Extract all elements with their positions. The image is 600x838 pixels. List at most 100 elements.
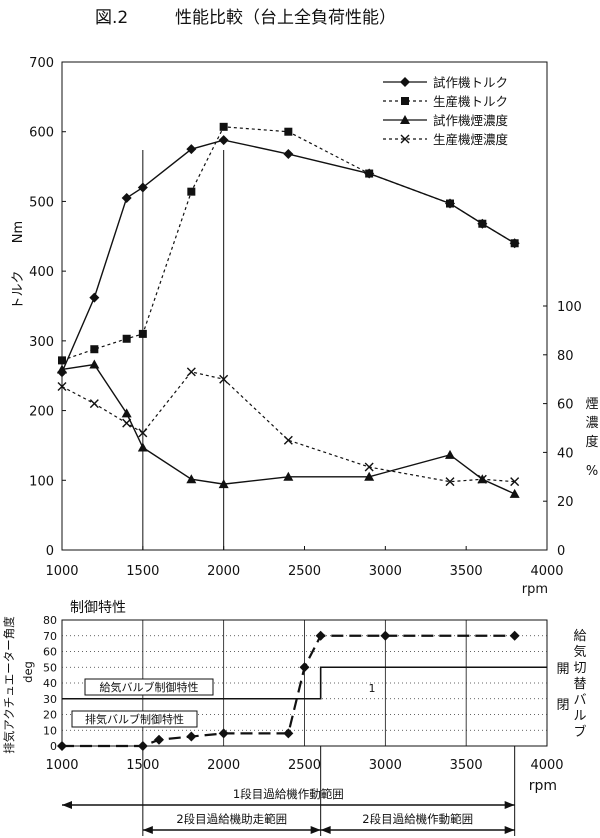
actuator-point [154, 734, 164, 745]
performance-y-label: トルク Nm [11, 221, 26, 310]
control-y-label: 排気アクチュエーター角度 [2, 616, 16, 754]
x-tick-label: 1500 [126, 564, 159, 579]
legend-label: 試作機煙濃度 [433, 113, 509, 128]
range-arrow-right [310, 826, 321, 834]
control-chart-title: 制御特性 [70, 600, 126, 616]
range-arrow-right [504, 826, 515, 834]
control-chart: 制御特性 1000 1 50 0 2000 2500 3000 3500 4000 0 10 20 3… [2, 600, 587, 794]
valve-label-char: ル [573, 709, 586, 724]
range-arrow-left [62, 801, 72, 809]
series-3 [57, 367, 520, 487]
valve-label-char: 切 [573, 661, 586, 676]
data-point [219, 122, 228, 131]
data-point [477, 474, 487, 484]
actuator-point [380, 630, 391, 641]
series-line [61, 126, 515, 361]
data-point [510, 477, 520, 487]
data-point [137, 182, 148, 193]
x-tick-label: 3000 [369, 564, 402, 579]
data-point [283, 471, 294, 481]
figure-title: 性能比較（台上全負荷性能） [175, 8, 396, 28]
data-point [218, 135, 229, 146]
legend-label: 試作機トルク [433, 75, 508, 90]
data-point [121, 408, 132, 418]
data-point [283, 149, 294, 160]
y-tick-label: 400 [29, 265, 54, 280]
actuator-point [57, 741, 67, 751]
annotation-box [84, 678, 214, 696]
y2-tick-label: 0 [557, 544, 565, 559]
range-label-bg [356, 811, 480, 827]
y-tick-label: 20 [43, 709, 57, 722]
data-point [121, 192, 132, 203]
y2-tick-label: 100 [557, 300, 582, 315]
data-point [284, 127, 293, 136]
data-point [90, 345, 99, 354]
data-point [365, 169, 374, 178]
valve-label-char: ブ [573, 724, 586, 740]
range-arrow-left [320, 826, 331, 834]
x-tick-label: 1000 [45, 758, 78, 773]
data-point [218, 479, 229, 489]
range-arrow-right [504, 801, 515, 809]
control-x-ticks: 1000 1500 2000 2500 3000 3500 4000 [45, 758, 563, 773]
annotation-label: 給気バルブ制御特性 [100, 680, 199, 694]
data-point [186, 144, 197, 155]
performance-x-unit: rpm [522, 582, 548, 597]
performance-y-ticks: 0 100 200 300 400 500 600 700 [29, 56, 66, 559]
valve-open-label: 開 [556, 662, 569, 677]
y2-tick-label: 40 [557, 446, 574, 461]
actuator-point [186, 731, 197, 742]
y-tick-label: 100 [29, 474, 54, 489]
data-point [187, 187, 196, 196]
y-tick-label: 0 [46, 544, 54, 559]
actuator-point [218, 728, 229, 739]
y-tick-label: 70 [43, 630, 57, 643]
data-point [138, 428, 148, 438]
y-tick-label: 300 [29, 335, 54, 350]
valve-closed-label: 閉 [556, 698, 569, 713]
data-point [58, 356, 66, 365]
y-tick-label: 200 [29, 405, 54, 420]
data-point [89, 359, 100, 369]
actuator-line [62, 634, 515, 748]
y-tick-label: 0 [50, 740, 57, 753]
y-tick-label: 60 [43, 646, 57, 659]
range-label-bg [170, 811, 294, 827]
y-tick-label: 500 [29, 195, 54, 210]
data-point [478, 219, 487, 228]
figure-number: 図.2 [95, 8, 128, 28]
control-y-label-text: 排気アクチュエーター角度 [2, 616, 16, 754]
valve-label-char: 気 [573, 644, 586, 660]
y2-tick-label: 20 [557, 495, 574, 510]
x-tick-label: 1000 [45, 564, 78, 579]
x-tick-label: 3000 [369, 758, 402, 773]
range-arrow-left [142, 826, 153, 834]
range-0: 1段目過給機作動範囲 [62, 786, 515, 809]
control-y-ticks: 0 10 20 30 40 50 60 70 80 [43, 614, 57, 753]
control-y-unit-wrap: deg [21, 661, 35, 683]
y-tick-label: 10 [43, 724, 57, 737]
valve-step-line [62, 666, 547, 700]
data-point [283, 435, 293, 445]
annotation-marker: 1 [369, 682, 376, 695]
x-tick-label: 2500 [288, 564, 321, 579]
data-point [122, 418, 132, 428]
x-tick-label: 3500 [450, 564, 483, 579]
valve-label-char: 替 [573, 677, 586, 692]
annotation-box [71, 710, 198, 728]
data-point [89, 399, 99, 409]
performance-y-unit: Nm [11, 221, 26, 243]
performance-y2-unit: % [586, 464, 598, 479]
performance-y2-ticks: 0 20 40 60 80 100 [543, 300, 582, 559]
data-point [138, 329, 147, 338]
y2-tick-label: 80 [557, 349, 574, 364]
annotation-label: 排気バルブ制御特性 [85, 712, 184, 726]
range-2: 2段目過給機作動範囲 [320, 811, 515, 834]
y2-label-char: 煙 [585, 397, 598, 412]
y-tick-label: 40 [43, 677, 57, 690]
control-series [57, 630, 547, 751]
performance-y2-label: 煙濃度 [585, 397, 598, 450]
